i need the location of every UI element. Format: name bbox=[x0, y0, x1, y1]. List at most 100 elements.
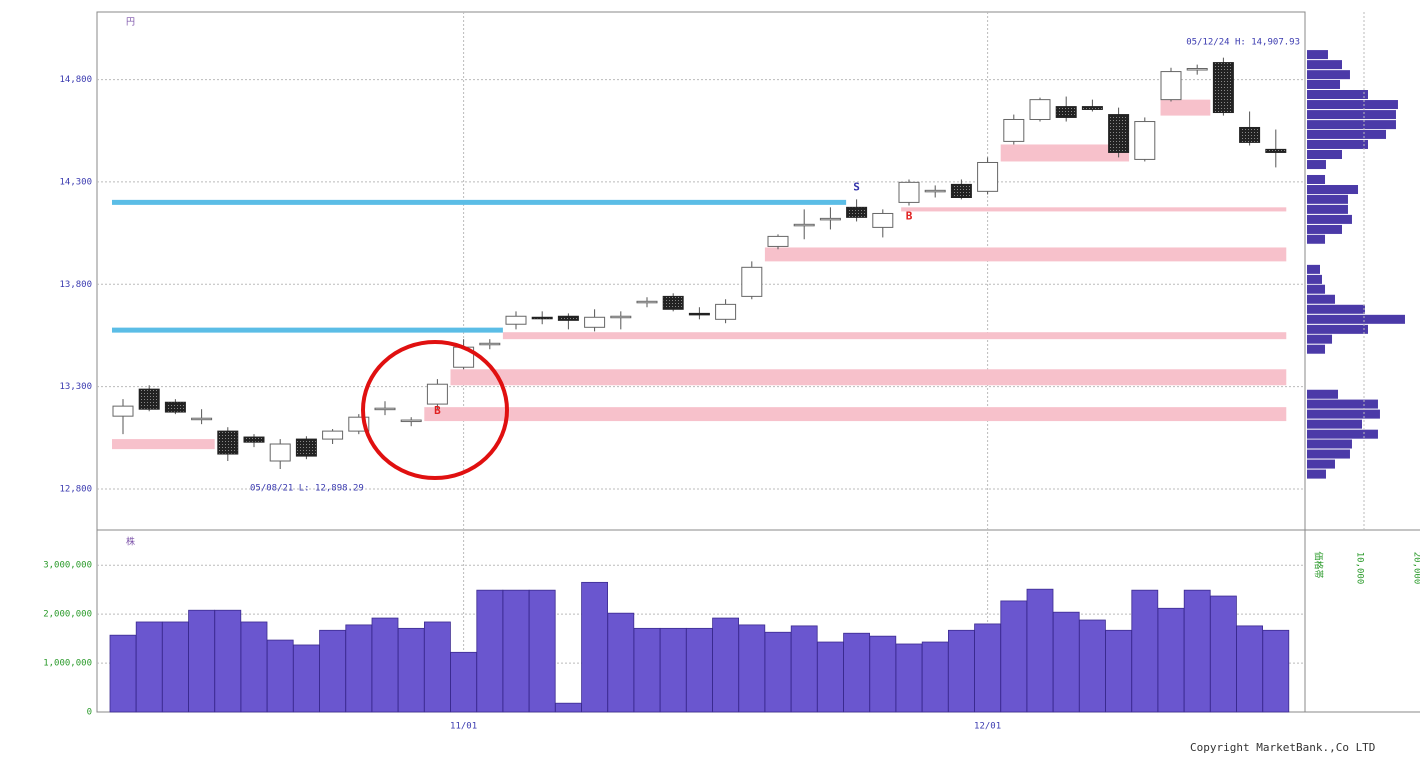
candle-body bbox=[688, 312, 710, 316]
volume-bar bbox=[686, 627, 713, 713]
x-tick-label: 11/01 bbox=[450, 722, 477, 732]
candle-body bbox=[1055, 106, 1077, 118]
candle-body bbox=[1029, 99, 1051, 120]
volume-bar bbox=[948, 629, 975, 713]
candle-body bbox=[322, 430, 344, 440]
copyright: Copyright MarketBank.,Co LTD bbox=[1190, 741, 1375, 754]
y-tick-label: 0 bbox=[87, 708, 92, 718]
y-tick-label: 13,300 bbox=[59, 382, 92, 392]
volume-bar bbox=[502, 589, 530, 713]
profile-label: 価格帯 bbox=[1313, 551, 1325, 578]
y-tick-label: 13,800 bbox=[59, 280, 92, 290]
resistance-band bbox=[111, 439, 215, 450]
plot-frame bbox=[96, 11, 1306, 713]
volume-bar bbox=[581, 581, 608, 713]
volume-bar bbox=[843, 632, 870, 713]
volume-bar bbox=[633, 627, 661, 713]
candle-body bbox=[950, 183, 972, 198]
signal-label: B bbox=[906, 209, 913, 222]
candle-body bbox=[426, 383, 448, 405]
candle-body bbox=[610, 315, 632, 319]
volume-bar bbox=[869, 635, 897, 713]
candle-body bbox=[505, 315, 527, 325]
profile-bar bbox=[1307, 110, 1396, 120]
volume-bar bbox=[135, 621, 163, 713]
candle-body bbox=[400, 419, 422, 423]
candle-body bbox=[164, 401, 186, 413]
candle-body bbox=[1212, 62, 1234, 114]
profile-bar bbox=[1307, 399, 1378, 409]
candle-body bbox=[1265, 148, 1287, 153]
profile-bar bbox=[1307, 70, 1350, 80]
y-tick-label: 3,000,000 bbox=[43, 561, 92, 571]
volume-bar bbox=[790, 625, 818, 713]
candle-body bbox=[191, 417, 213, 421]
profile-bar bbox=[1307, 459, 1335, 469]
candle-body bbox=[584, 316, 606, 328]
candle-body bbox=[1186, 68, 1208, 71]
candle-body bbox=[531, 316, 553, 320]
volume-bar bbox=[319, 629, 347, 713]
volume-bar bbox=[397, 627, 425, 713]
volume-bar bbox=[607, 612, 635, 713]
volume-bar bbox=[817, 641, 844, 713]
profile-bar bbox=[1307, 129, 1387, 139]
volume-bar bbox=[450, 651, 478, 713]
candle-body bbox=[767, 235, 789, 247]
profile-tick-label: 10,000 bbox=[1355, 552, 1365, 585]
candle-body bbox=[217, 430, 239, 455]
profile-bar bbox=[1307, 150, 1342, 160]
profile-bar bbox=[1307, 264, 1320, 274]
volume-bar bbox=[1105, 629, 1132, 713]
resistance-band bbox=[424, 407, 1287, 422]
profile-bar bbox=[1307, 224, 1342, 234]
profile-bar bbox=[1307, 194, 1348, 204]
volume-bar bbox=[764, 631, 792, 713]
volume-bar bbox=[292, 644, 320, 713]
resistance-band bbox=[450, 369, 1287, 386]
candle-body bbox=[1003, 118, 1025, 142]
candle-body bbox=[819, 217, 841, 221]
y-tick-label: 14,300 bbox=[59, 177, 92, 187]
candle-body bbox=[1160, 71, 1182, 101]
candle-body bbox=[924, 189, 946, 193]
volume-bar bbox=[738, 624, 766, 713]
candle-body bbox=[243, 436, 265, 443]
volume-bar bbox=[371, 617, 399, 713]
resistance-band bbox=[764, 247, 1287, 262]
volume-bar bbox=[1236, 625, 1263, 713]
y-tick-label: 1,000,000 bbox=[43, 659, 92, 669]
high-annotation: 05/12/24 H: 14,907.93 bbox=[1186, 38, 1300, 48]
candle-body bbox=[846, 206, 868, 218]
volume-bar bbox=[476, 589, 504, 713]
volume-bar bbox=[423, 621, 451, 713]
candle-body bbox=[269, 443, 291, 462]
profile-bar bbox=[1307, 294, 1335, 304]
candle-body bbox=[557, 315, 579, 321]
volume-bar bbox=[1131, 589, 1159, 713]
profile-bar bbox=[1307, 214, 1352, 224]
profile-bar bbox=[1307, 50, 1328, 60]
volume-bar bbox=[659, 627, 687, 713]
candle-body bbox=[793, 223, 815, 227]
volume-bar bbox=[161, 621, 189, 713]
profile-bar bbox=[1307, 185, 1359, 195]
candle-body bbox=[1239, 126, 1261, 143]
candle-body bbox=[138, 388, 160, 410]
profile-bar bbox=[1307, 449, 1350, 459]
candle-body bbox=[112, 405, 134, 417]
volume-bar bbox=[1026, 588, 1054, 713]
highlight-circle bbox=[361, 340, 509, 480]
candle-body bbox=[295, 438, 317, 457]
volume-bar bbox=[1000, 600, 1028, 713]
resistance-band bbox=[901, 207, 1287, 212]
profile-bar bbox=[1307, 389, 1339, 399]
y-tick-label: 2,000,000 bbox=[43, 610, 92, 620]
volume-bar bbox=[1183, 589, 1211, 713]
profile-bar bbox=[1307, 419, 1363, 429]
profile-bar bbox=[1307, 120, 1396, 130]
resistance-band bbox=[1160, 99, 1211, 116]
profile-bar bbox=[1307, 79, 1341, 89]
